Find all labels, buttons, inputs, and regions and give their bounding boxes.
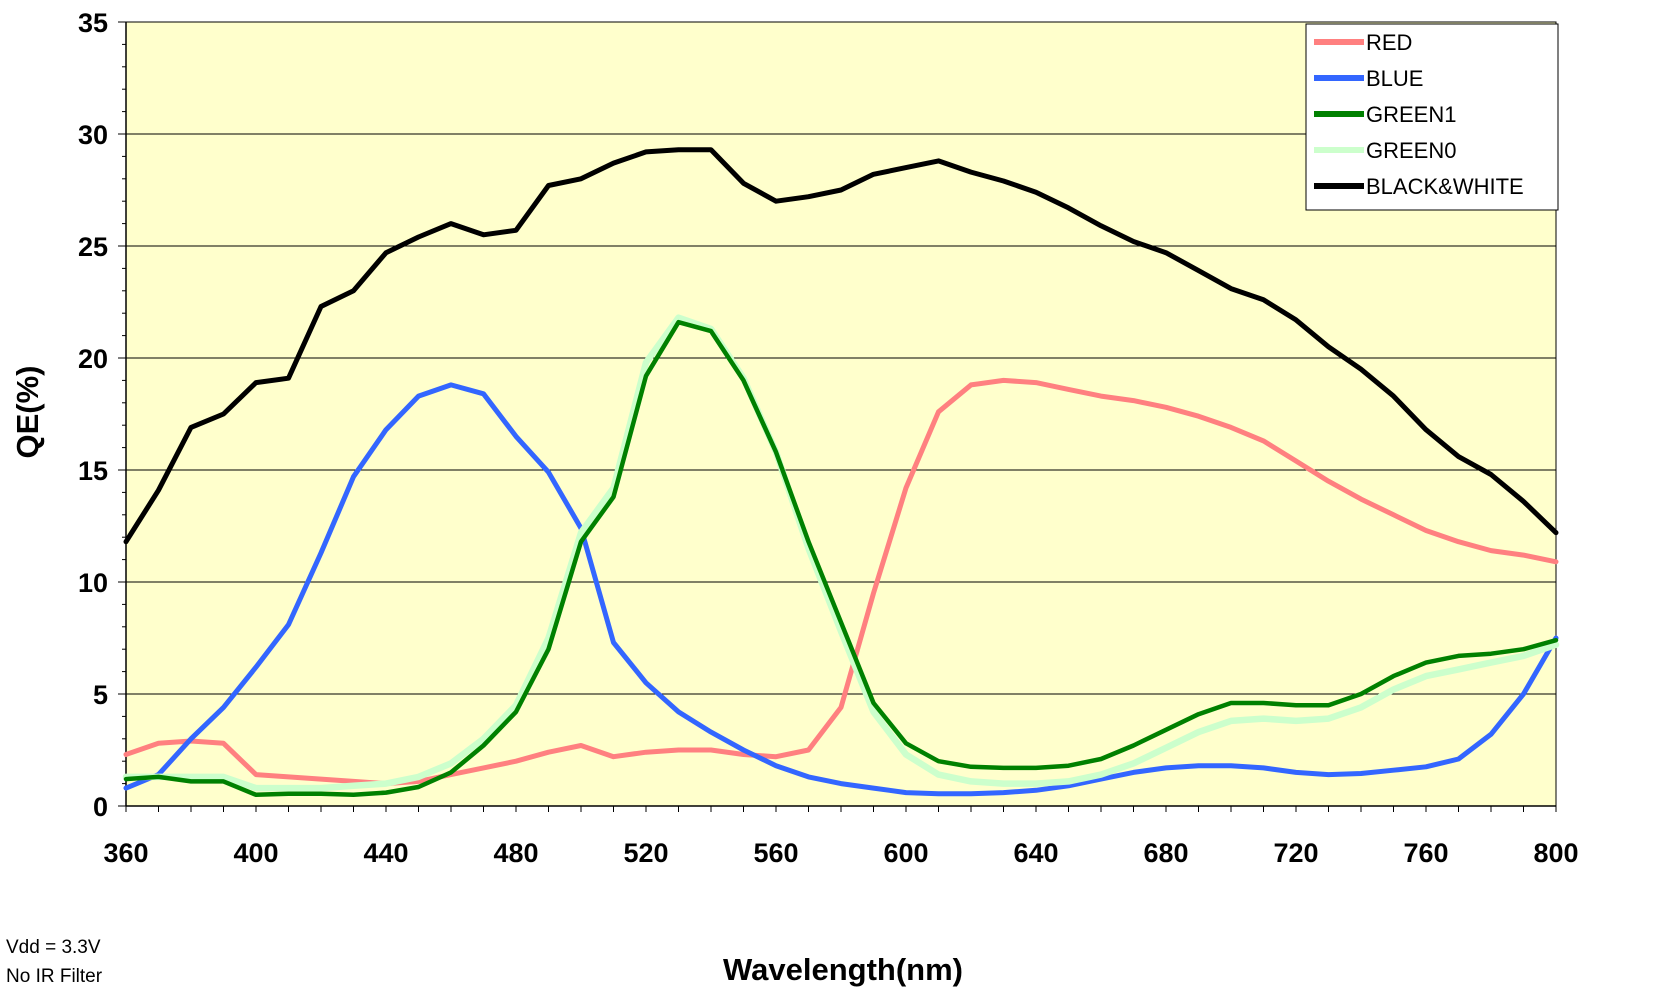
legend-label: GREEN1 xyxy=(1366,102,1456,127)
x-tick-label: 440 xyxy=(363,838,408,868)
y-tick-label: 20 xyxy=(78,344,108,374)
legend: RED BLUE GREEN1 GREEN0 BLACK&WHITE xyxy=(1305,23,1559,211)
note-vdd: Vdd = 3.3V xyxy=(6,937,101,958)
x-tick-label: 760 xyxy=(1403,838,1448,868)
series-line-blue xyxy=(123,382,1559,797)
x-tick-label: 360 xyxy=(103,838,148,868)
x-tick-label: 400 xyxy=(233,838,278,868)
x-tick-label: 680 xyxy=(1143,838,1188,868)
x-tick-label: 640 xyxy=(1013,838,1058,868)
y-tick-label: 0 xyxy=(93,792,108,822)
y-tick-label: 30 xyxy=(78,120,108,150)
x-tick-label: 600 xyxy=(883,838,928,868)
x-tick-label: 480 xyxy=(493,838,538,868)
legend-label: BLACK&WHITE xyxy=(1366,174,1524,199)
y-tick-label: 35 xyxy=(78,8,108,38)
x-tick-label: 520 xyxy=(623,838,668,868)
x-tick-label: 800 xyxy=(1533,838,1578,868)
y-axis-title: QE(%) xyxy=(10,366,45,459)
series-line-green0 xyxy=(122,314,1560,792)
x-tick-label: 560 xyxy=(753,838,798,868)
series-line-black-white xyxy=(123,147,1559,545)
y-tick-label: 10 xyxy=(78,568,108,598)
legend-label: RED xyxy=(1366,30,1412,55)
series-lines xyxy=(122,147,1560,798)
legend-label: BLUE xyxy=(1366,66,1423,91)
tick-labels: 0 5 10 15 20 25 30 35 360 400 440 480 520 560 600 640 68… xyxy=(78,8,1579,868)
series-line-green1 xyxy=(123,319,1559,798)
x-axis-title: Wavelength(nm) xyxy=(723,952,963,987)
axes xyxy=(118,21,1557,812)
y-tick-label: 15 xyxy=(78,456,108,486)
y-tick-label: 5 xyxy=(93,680,108,710)
note-ir-filter: No IR Filter xyxy=(6,966,103,987)
x-tick-label: 720 xyxy=(1273,838,1318,868)
y-tick-label: 25 xyxy=(78,232,108,262)
legend-label: GREEN0 xyxy=(1366,138,1456,163)
